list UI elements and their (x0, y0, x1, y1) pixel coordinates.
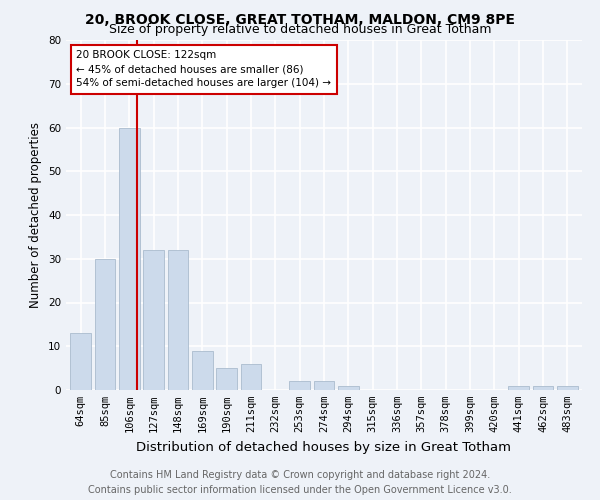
Bar (241, 364, 262, 390)
Bar (508, 386, 529, 390)
Text: 20 BROOK CLOSE: 122sqm
← 45% of detached houses are smaller (86)
54% of semi-det: 20 BROOK CLOSE: 122sqm ← 45% of detached… (76, 50, 331, 88)
Text: 20, BROOK CLOSE, GREAT TOTHAM, MALDON, CM9 8PE: 20, BROOK CLOSE, GREAT TOTHAM, MALDON, C… (85, 12, 515, 26)
Bar (216, 368, 237, 390)
Bar (70, 333, 91, 390)
Bar (533, 386, 553, 390)
Bar (167, 250, 188, 390)
Text: Contains HM Land Registry data © Crown copyright and database right 2024.
Contai: Contains HM Land Registry data © Crown c… (88, 470, 512, 495)
Bar (338, 386, 359, 390)
Text: Size of property relative to detached houses in Great Totham: Size of property relative to detached ho… (109, 22, 491, 36)
Bar (289, 381, 310, 390)
Bar (95, 259, 115, 390)
X-axis label: Distribution of detached houses by size in Great Totham: Distribution of detached houses by size … (137, 440, 511, 454)
Bar (314, 381, 334, 390)
Bar (557, 386, 578, 390)
Bar (192, 350, 212, 390)
Bar (119, 128, 140, 390)
Bar (143, 250, 164, 390)
Y-axis label: Number of detached properties: Number of detached properties (29, 122, 43, 308)
